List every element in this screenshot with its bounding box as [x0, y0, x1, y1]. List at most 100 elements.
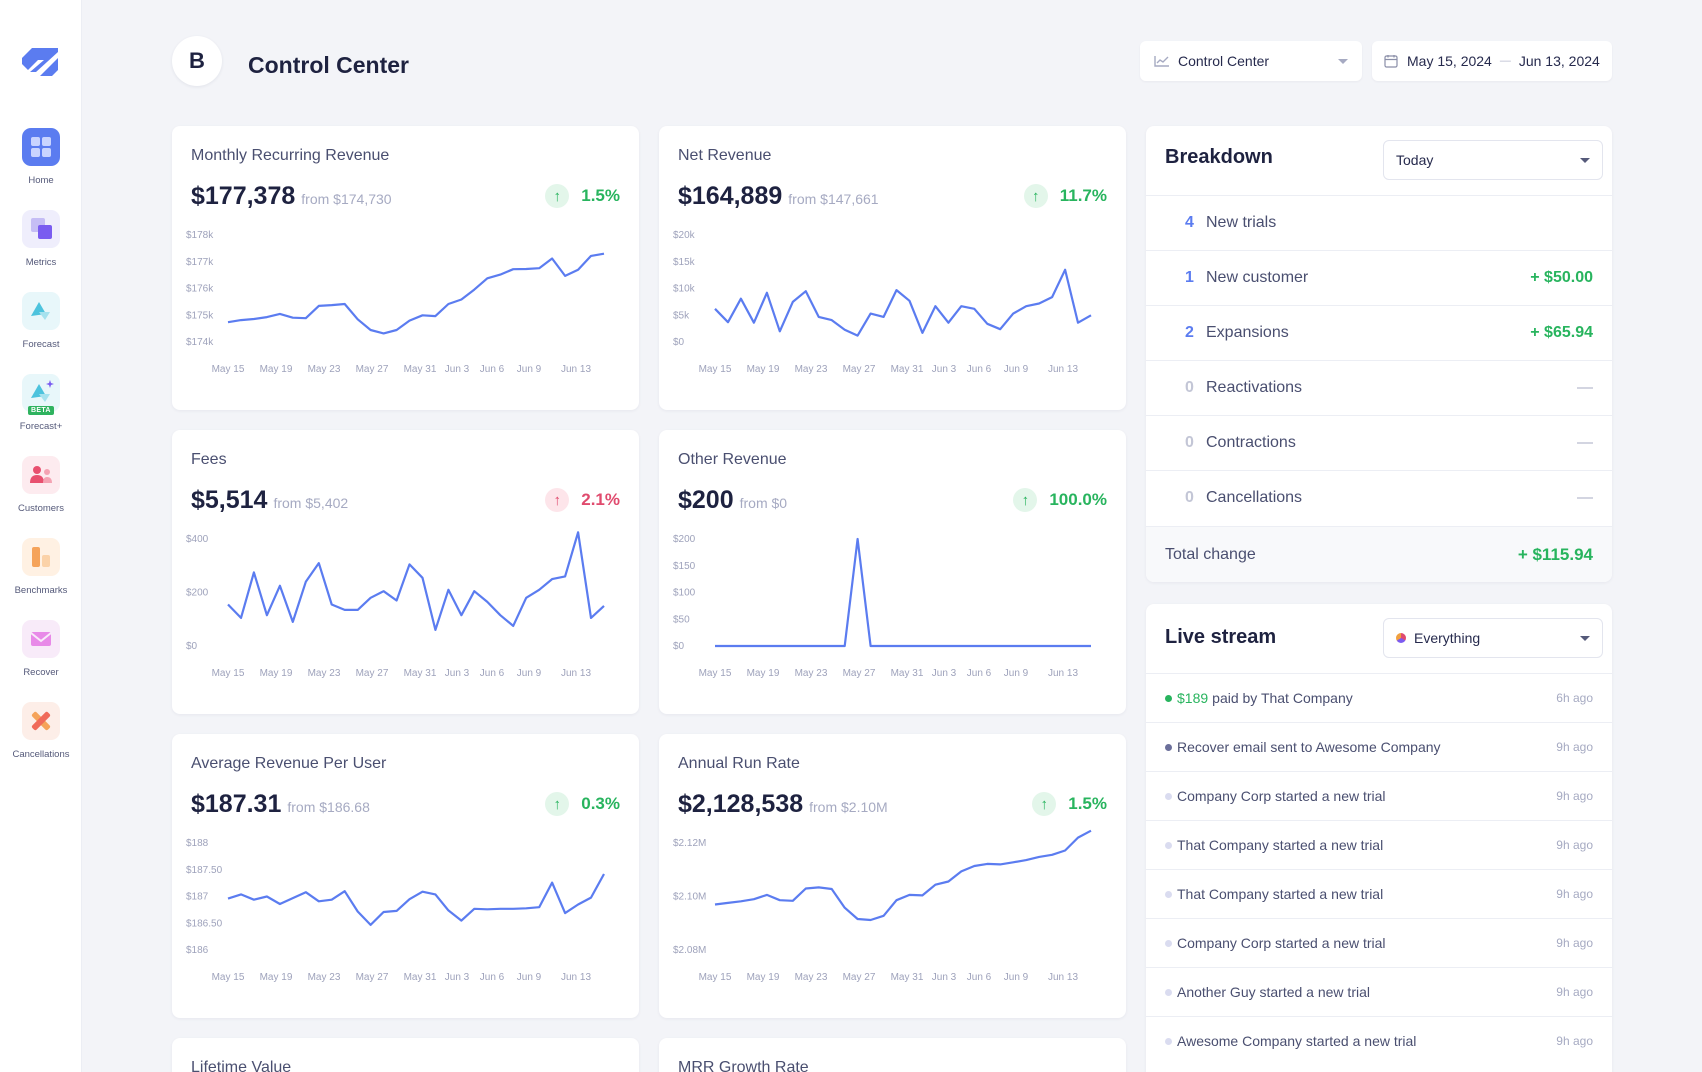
sidebar-item-label: Cancellations: [12, 749, 70, 760]
x-tick-label: Jun 13: [561, 668, 591, 679]
breakdown-row-expansions[interactable]: 2 Expansions + $65.94: [1146, 305, 1612, 360]
metric-card-arr[interactable]: Annual Run Rate $2,128,538 from $2.10M ↑ 1…: [659, 734, 1126, 1018]
event-text: Another Guy started a new trial: [1177, 984, 1370, 1000]
x-tick-label: May 31: [404, 972, 437, 983]
card-from: from $186.68: [287, 799, 370, 815]
live-stream-event[interactable]: Awesome Company started a new trial 9h ag…: [1146, 1016, 1612, 1065]
sidebar-item-metrics[interactable]: Metrics: [0, 210, 82, 268]
date-separator: —: [1499, 55, 1511, 67]
x-tick-label: May 15: [212, 668, 245, 679]
y-tick-label: $15k: [673, 257, 696, 268]
series-line: [227, 252, 605, 335]
y-tick-label: $100: [673, 588, 696, 599]
y-tick-label: $188: [186, 838, 209, 849]
breakdown-label: Reactivations: [1206, 379, 1303, 396]
card-change: ↑ 1.5%: [545, 184, 620, 208]
sidebar-item-home[interactable]: Home: [0, 128, 82, 186]
event-text: That Company started a new trial: [1177, 886, 1384, 902]
account-avatar[interactable]: B: [172, 36, 222, 86]
metric-card-mrr-growth-rate[interactable]: MRR Growth Rate: [659, 1038, 1126, 1072]
app-logo[interactable]: [18, 42, 62, 82]
y-tick-label: $175k: [186, 310, 214, 321]
card-change: ↑ 100.0%: [1013, 488, 1107, 512]
breakdown-row-new-trials[interactable]: 4 New trials: [1146, 195, 1612, 250]
event-text: That Company started a new trial: [1177, 837, 1384, 853]
x-tick-label: Jun 13: [561, 364, 591, 375]
live-stream-event[interactable]: Another Guy started a new trial 9h ago: [1146, 967, 1612, 1016]
live-stream-event[interactable]: Recover email sent to Awesome Company 9h …: [1146, 722, 1612, 771]
sidebar-item-forecast[interactable]: Forecast: [0, 292, 82, 350]
metric-card-lifetime-value[interactable]: Lifetime Value: [172, 1038, 639, 1072]
breakdown-count: 1: [1185, 269, 1194, 286]
sidebar-item-forecast-plus[interactable]: BETA Forecast+: [0, 374, 82, 432]
event-bullet-icon: [1165, 1037, 1172, 1045]
x-tick-label: Jun 3: [445, 364, 470, 375]
customers-icon: [22, 456, 60, 494]
page-title: Control Center: [248, 52, 409, 78]
breakdown-period-select[interactable]: Today: [1383, 140, 1603, 180]
x-tick-label: May 23: [795, 364, 828, 375]
event-bullet-icon: [1165, 694, 1172, 702]
sidebar-item-benchmarks[interactable]: Benchmarks: [0, 538, 82, 596]
x-tick-label: Jun 9: [517, 972, 542, 983]
breakdown-row-reactivations[interactable]: 0 Reactivations: [1146, 360, 1612, 415]
x-tick-label: May 23: [308, 364, 341, 375]
x-tick-label: May 23: [795, 668, 828, 679]
live-stream-filter-value: Everything: [1414, 630, 1481, 646]
y-tick-label: $20k: [673, 230, 696, 241]
card-value: $164,889 from $147,661: [678, 182, 879, 210]
metric-card-other-revenue[interactable]: Other Revenue $200 from $0 ↑ 100.0% $200 $1…: [659, 430, 1126, 714]
x-tick-label: May 31: [404, 668, 437, 679]
breakdown-period-value: Today: [1396, 152, 1434, 168]
live-stream-event[interactable]: That Company started a new trial 9h ago: [1146, 820, 1612, 869]
y-tick-label: $200: [186, 588, 209, 599]
live-stream-event[interactable]: Company Corp started a new trial 9h ago: [1146, 918, 1612, 967]
metric-card-arpu[interactable]: Average Revenue Per User $187.31 from $18…: [172, 734, 639, 1018]
date-range-picker[interactable]: May 15, 2024 — Jun 13, 2024: [1372, 41, 1612, 81]
event-time: 9h ago: [1556, 887, 1593, 901]
x-tick-label: Jun 13: [561, 972, 591, 983]
metric-card-mrr[interactable]: Monthly Recurring Revenue $177,378 from $…: [172, 126, 639, 410]
live-stream-event[interactable]: Company Corp started a new trial 9h ago: [1146, 771, 1612, 820]
breakdown-amount: + $50.00: [1530, 269, 1593, 286]
event-time: 9h ago: [1556, 1034, 1593, 1048]
sidebar-item-cancellations[interactable]: Cancellations: [0, 702, 82, 760]
metric-card-net-revenue[interactable]: Net Revenue $164,889 from $147,661 ↑ 11.7%…: [659, 126, 1126, 410]
card-title: Average Revenue Per User: [191, 755, 387, 772]
live-stream-event[interactable]: $189 paid by That Company 6h ago: [1146, 673, 1612, 722]
sidebar-item-recover[interactable]: Recover: [0, 620, 82, 678]
breakdown-row-new-customer[interactable]: 1 New customer + $50.00: [1146, 250, 1612, 305]
metric-card-fees[interactable]: Fees $5,514 from $5,402 ↑ 2.1% $400 $200 $0 M…: [172, 430, 639, 714]
series-line: [715, 537, 1091, 648]
live-stream-event[interactable]: That Company started a new trial 9h ago: [1146, 869, 1612, 918]
x-tick-label: Jun 9: [1004, 972, 1029, 983]
dashboard-select[interactable]: Control Center: [1140, 41, 1362, 81]
x-tick-label: Jun 6: [480, 668, 505, 679]
x-tick-label: May 23: [795, 972, 828, 983]
x-tick-label: Jun 3: [932, 364, 957, 375]
breakdown-row-cancellations[interactable]: 0 Cancellations: [1146, 470, 1612, 525]
y-tick-label: $2.12M: [673, 838, 706, 849]
event-time: 6h ago: [1556, 691, 1593, 705]
x-tick-label: Jun 3: [932, 668, 957, 679]
sidebar-item-label: Forecast: [22, 339, 60, 350]
x-tick-label: Jun 6: [967, 668, 992, 679]
metrics-icon: [22, 210, 60, 248]
total-label: Total change: [1165, 545, 1256, 563]
card-value: $5,514 from $5,402: [191, 486, 349, 514]
event-time: 9h ago: [1556, 789, 1593, 803]
sidebar-item-label: Home: [28, 175, 54, 186]
card-from: from $0: [739, 495, 788, 511]
card-value: $177,378 from $174,730: [191, 182, 392, 210]
card-change: ↑ 0.3%: [545, 792, 620, 816]
calendar-icon: [1384, 55, 1398, 68]
x-tick-label: May 31: [404, 364, 437, 375]
breakdown-row-contractions[interactable]: 0 Contractions: [1146, 415, 1612, 470]
y-tick-label: $400: [186, 534, 209, 545]
filter-color-icon: [1396, 633, 1406, 643]
event-text: Company Corp started a new trial: [1177, 788, 1386, 804]
y-tick-label: $178k: [186, 230, 214, 241]
live-stream-filter-select[interactable]: Everything: [1383, 618, 1603, 658]
benchmarks-icon: [22, 538, 60, 576]
sidebar-item-customers[interactable]: Customers: [0, 456, 82, 514]
